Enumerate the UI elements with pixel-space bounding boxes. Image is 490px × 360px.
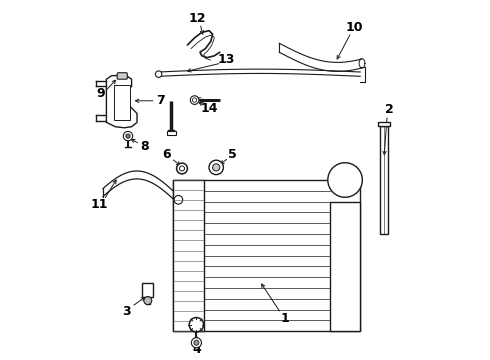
Text: 4: 4 (192, 343, 201, 356)
Bar (114, 85, 130, 120)
FancyBboxPatch shape (117, 73, 127, 79)
Text: 5: 5 (228, 148, 237, 161)
Circle shape (189, 318, 204, 332)
Text: 14: 14 (201, 102, 219, 115)
Bar (143, 283, 153, 297)
Circle shape (213, 164, 220, 171)
Bar (378, 122, 390, 126)
Text: 6: 6 (162, 148, 171, 161)
Circle shape (192, 338, 201, 348)
Circle shape (179, 166, 185, 171)
Circle shape (126, 134, 130, 138)
Bar (173, 180, 204, 331)
Circle shape (144, 297, 152, 305)
Text: 11: 11 (91, 198, 108, 211)
Circle shape (176, 163, 187, 174)
Bar (330, 202, 360, 331)
Circle shape (174, 195, 183, 204)
Text: 13: 13 (217, 53, 235, 66)
Text: 8: 8 (141, 140, 149, 153)
Text: 10: 10 (346, 21, 364, 33)
Circle shape (123, 131, 133, 141)
Text: 7: 7 (156, 94, 165, 107)
Bar (167, 131, 175, 135)
Circle shape (209, 160, 223, 175)
Text: 9: 9 (96, 87, 104, 100)
Bar (173, 180, 360, 331)
Circle shape (190, 96, 199, 104)
Text: 12: 12 (189, 12, 206, 25)
Circle shape (193, 98, 197, 102)
Text: 3: 3 (122, 305, 131, 318)
Text: 2: 2 (385, 103, 393, 116)
Circle shape (194, 340, 199, 345)
Circle shape (155, 71, 162, 77)
Text: 1: 1 (280, 312, 289, 325)
Polygon shape (106, 76, 137, 128)
Circle shape (328, 163, 363, 197)
Bar (380, 126, 388, 234)
